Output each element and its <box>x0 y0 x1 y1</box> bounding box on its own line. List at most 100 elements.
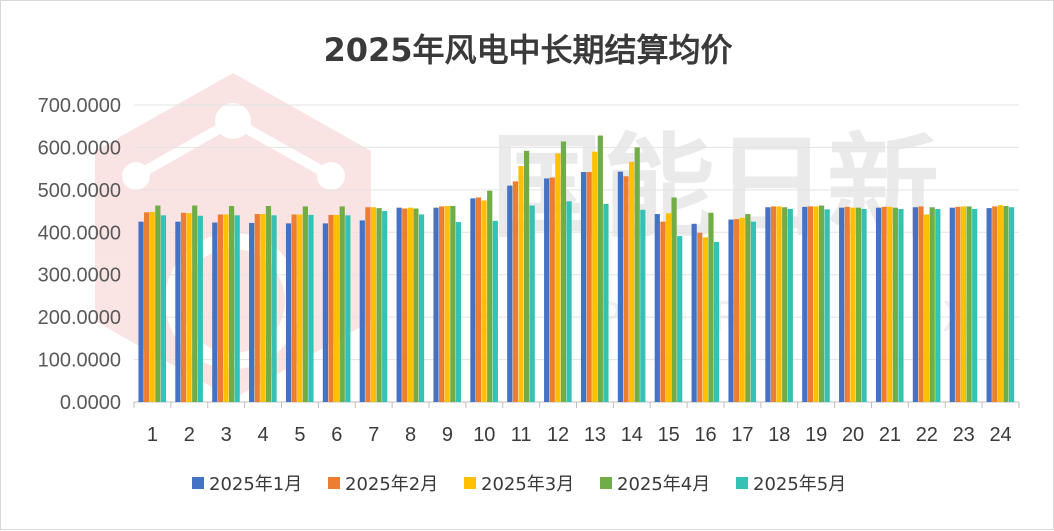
bar <box>308 214 314 402</box>
bar <box>875 207 882 402</box>
bar <box>291 214 297 402</box>
x-tick-label: 21 <box>879 424 901 446</box>
bar <box>955 206 961 402</box>
bar <box>634 147 640 402</box>
bar <box>339 206 345 402</box>
bar <box>322 223 329 402</box>
bar <box>396 207 402 402</box>
bar <box>260 214 266 402</box>
bar <box>144 212 150 402</box>
bar <box>186 213 192 402</box>
legend-item: 2025年2月 <box>328 474 438 495</box>
bar <box>518 166 524 402</box>
bar <box>665 213 672 402</box>
bar <box>924 214 930 402</box>
bar <box>345 215 351 402</box>
bar <box>839 207 845 402</box>
bar <box>640 209 646 402</box>
bar <box>285 223 292 402</box>
legend-label: 2025年5月 <box>753 474 846 495</box>
bar <box>992 206 998 402</box>
bar <box>966 206 972 402</box>
y-tick-label: 600.0000 <box>38 137 121 159</box>
bar <box>212 222 218 402</box>
bar <box>365 207 371 402</box>
bar <box>677 236 683 402</box>
x-tick-label: 2 <box>184 424 195 446</box>
x-tick-label: 11 <box>511 424 532 446</box>
x-tick-label: 17 <box>731 424 753 446</box>
bar <box>566 201 572 402</box>
bar <box>512 181 518 402</box>
y-tick-label: 500.0000 <box>38 180 121 202</box>
bar <box>450 205 456 402</box>
chart-title: 2025年风电中长期结算均价 <box>323 31 732 69</box>
bar <box>328 214 334 402</box>
bar <box>787 208 793 402</box>
bar <box>745 214 751 402</box>
legend-swatch <box>600 477 612 489</box>
bar <box>175 221 181 402</box>
bar <box>433 207 439 402</box>
bar <box>254 214 260 402</box>
legend-label: 2025年1月 <box>209 474 302 495</box>
x-tick-label: 13 <box>584 424 606 446</box>
x-tick-label: 19 <box>805 424 827 446</box>
bar <box>481 200 487 402</box>
bar <box>560 141 567 403</box>
bar <box>444 205 450 402</box>
bar <box>376 208 382 402</box>
x-tick-label: 14 <box>621 424 643 446</box>
bar <box>544 178 550 402</box>
bar <box>861 208 867 402</box>
legend-item: 2025年3月 <box>464 474 574 495</box>
bar <box>949 207 955 402</box>
y-tick-label: 300.0000 <box>38 265 121 287</box>
bar <box>728 219 734 402</box>
bar <box>439 206 445 402</box>
bar <box>507 185 513 402</box>
y-tick-label: 200.0000 <box>38 307 121 329</box>
bar <box>1008 207 1015 402</box>
bar <box>734 219 740 402</box>
x-tick-label: 23 <box>953 424 975 446</box>
bar <box>407 207 413 402</box>
legend-swatch <box>328 477 340 489</box>
bar <box>402 208 408 402</box>
bar <box>529 205 535 402</box>
x-tick-label: 9 <box>442 424 453 446</box>
x-tick-label: 15 <box>658 424 680 446</box>
bar <box>972 208 978 402</box>
bar <box>197 215 203 402</box>
bar <box>418 214 425 402</box>
x-tick-label: 10 <box>473 424 495 446</box>
bar <box>413 208 419 402</box>
bar <box>713 242 720 402</box>
legend-item: 2025年4月 <box>600 474 710 495</box>
y-tick-label: 100.0000 <box>38 350 121 372</box>
x-tick-label: 5 <box>294 424 305 446</box>
bar <box>302 206 308 402</box>
bar <box>776 206 782 402</box>
bar <box>708 212 714 402</box>
x-tick-label: 6 <box>331 424 342 446</box>
bar <box>671 197 677 402</box>
legend-item: 2025年1月 <box>192 474 302 495</box>
bar <box>739 217 745 402</box>
bar <box>824 209 830 402</box>
x-tick-label: 1 <box>147 424 158 446</box>
y-tick-label: 400.0000 <box>38 222 121 244</box>
bar <box>217 214 223 402</box>
bars <box>138 135 1015 403</box>
bar <box>492 220 498 402</box>
y-axis-ticks: 0.0000 100.0000 200.0000 300.0000 400.0000 50… <box>38 95 121 414</box>
bar <box>455 222 462 402</box>
legend-swatch <box>464 477 476 489</box>
x-tick-label: 3 <box>221 424 232 446</box>
bar <box>654 214 660 402</box>
bar <box>813 206 819 402</box>
legend-swatch <box>736 477 748 489</box>
bar <box>223 214 229 402</box>
bar <box>750 221 757 402</box>
